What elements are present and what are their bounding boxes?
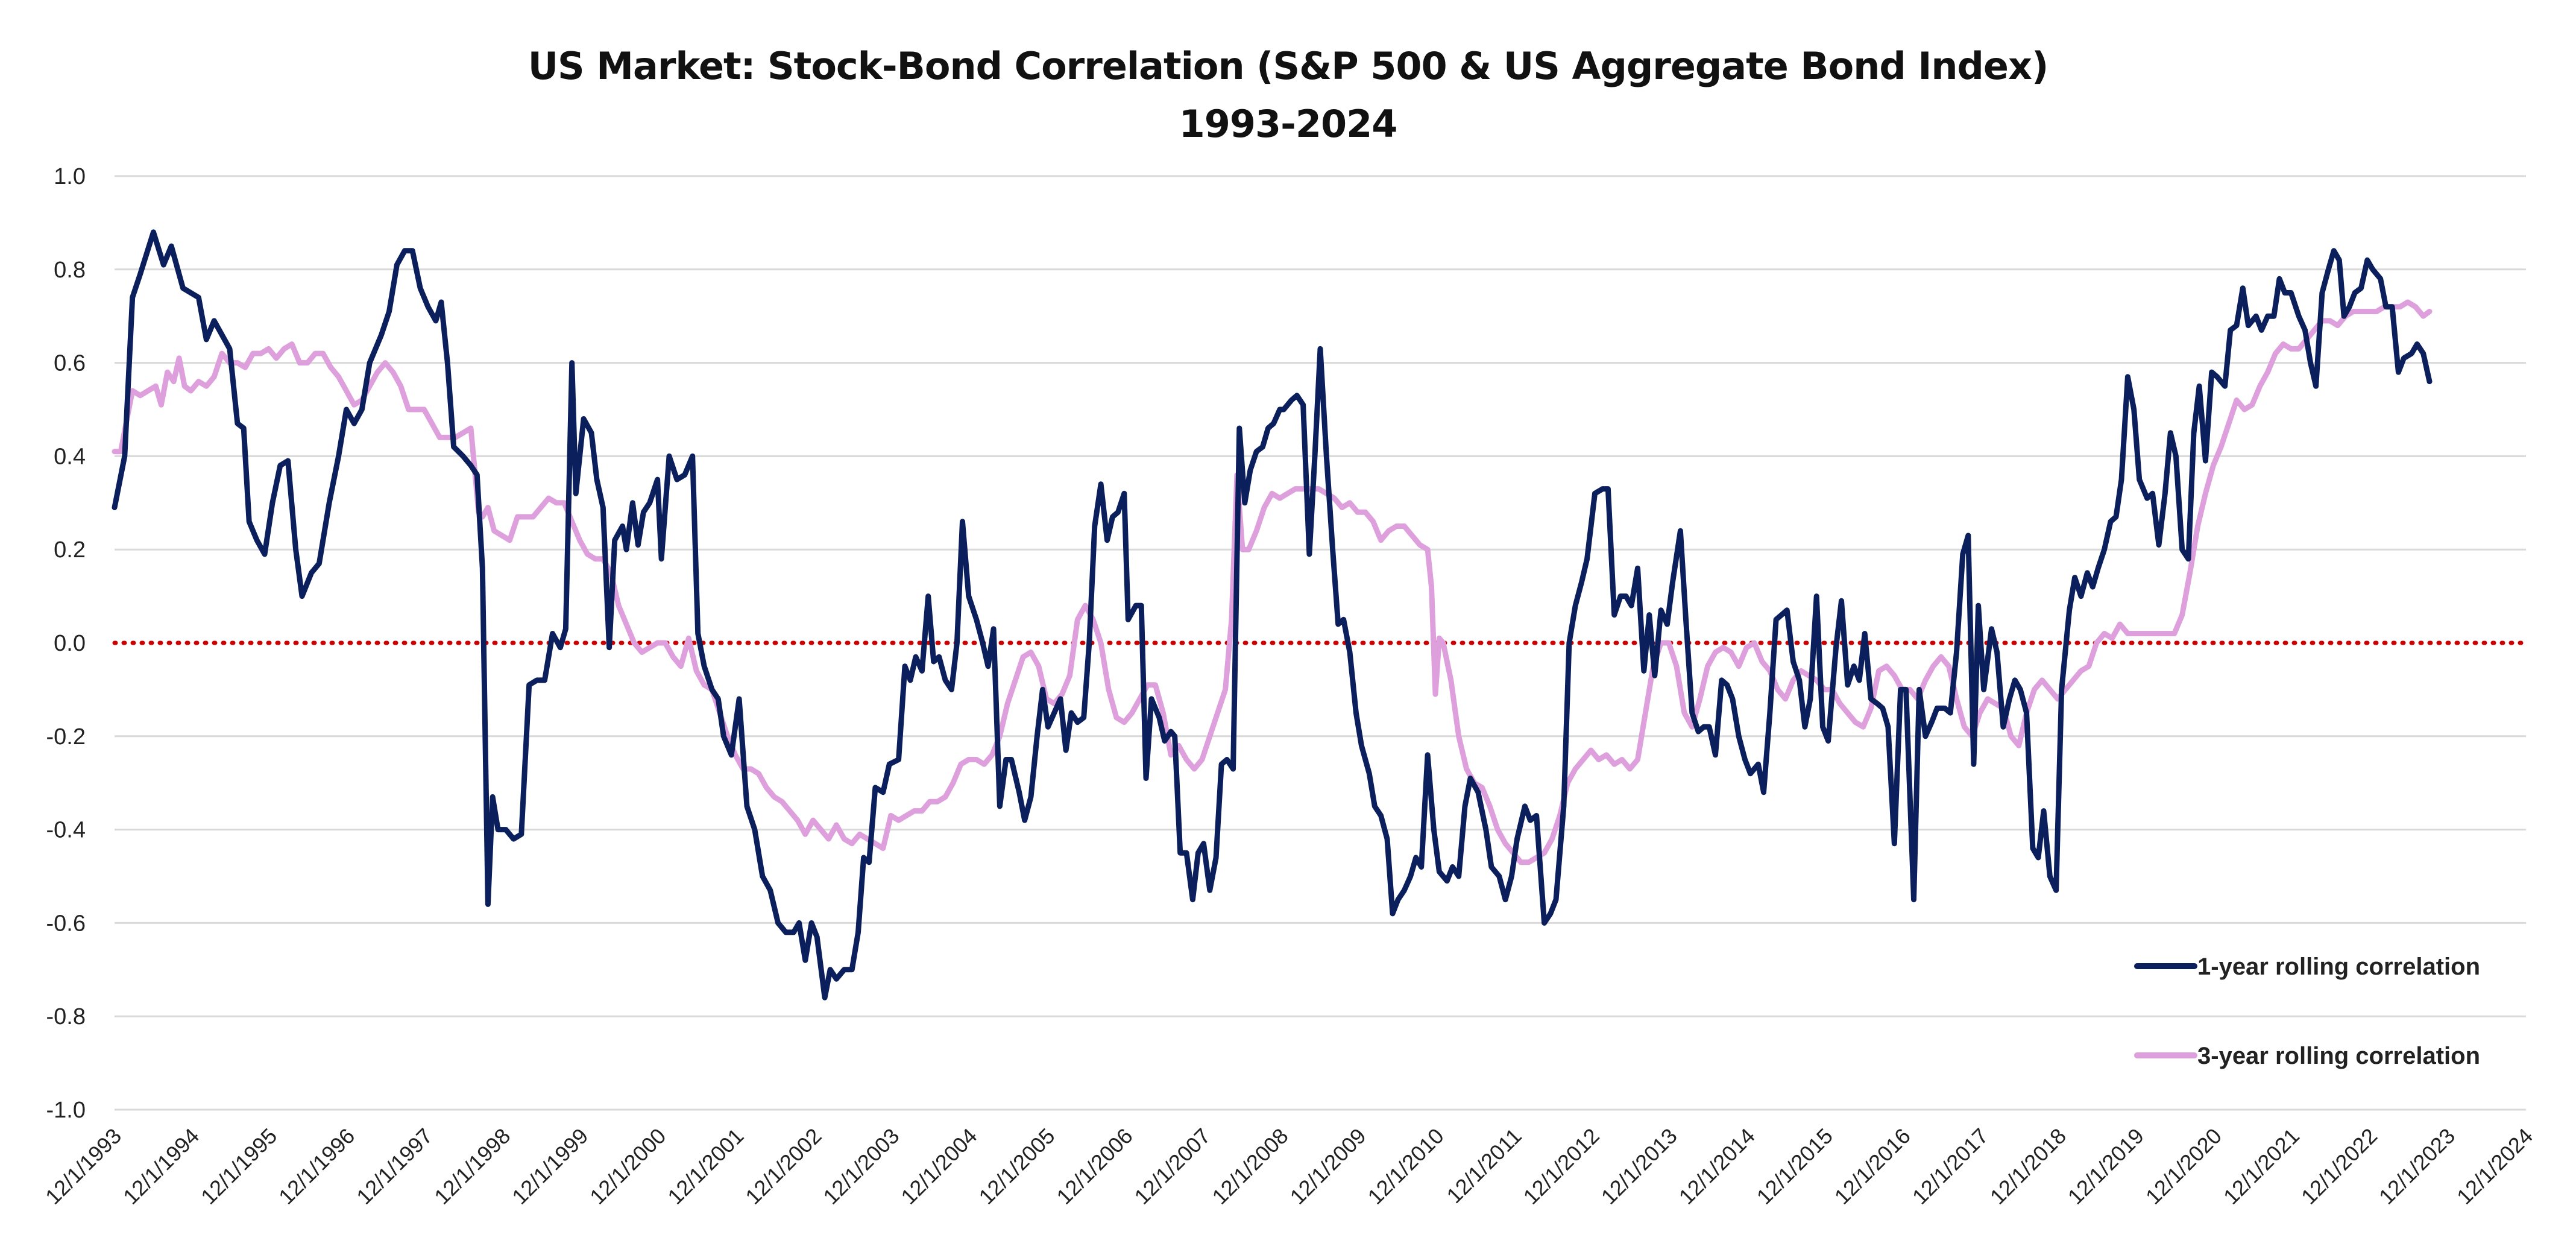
x-tick-label: 12/1/2013	[1596, 1124, 1682, 1209]
x-tick-label: 12/1/2007	[1129, 1124, 1215, 1209]
x-tick-label: 12/1/1993	[40, 1124, 126, 1209]
x-tick-label: 12/1/1997	[351, 1124, 437, 1209]
y-tick-label: -0.8	[46, 1004, 86, 1029]
x-tick-label: 12/1/2004	[896, 1124, 981, 1209]
legend-label: 1-year rolling correlation	[2197, 953, 2480, 980]
series-lines	[112, 229, 2433, 1001]
x-tick-label: 12/1/2023	[2374, 1124, 2460, 1209]
y-tick-label: -0.4	[46, 818, 86, 843]
x-tick-label: 12/1/2016	[1830, 1124, 1915, 1209]
y-tick-label: -0.2	[46, 724, 86, 750]
x-tick-label: 12/1/2006	[1051, 1124, 1137, 1209]
x-tick-label: 12/1/2019	[2063, 1124, 2149, 1209]
x-tick-label: 12/1/2020	[2141, 1124, 2226, 1209]
series-line-three-year	[112, 299, 2433, 865]
y-tick-label: 0.4	[54, 444, 86, 469]
y-tick-label: 0.2	[54, 537, 86, 563]
legend: 1-year rolling correlation 3-year rolling…	[2134, 953, 2480, 1069]
chart-title: US Market: Stock-Bond Correlation (S&P 5…	[527, 44, 2049, 88]
x-tick-label: 12/1/1996	[274, 1124, 359, 1209]
x-tick-label: 12/1/1994	[118, 1124, 204, 1209]
legend-label: 3-year rolling correlation	[2197, 1043, 2480, 1069]
x-tick-label: 12/1/2021	[2219, 1124, 2304, 1209]
y-tick-label: 0.0	[54, 631, 86, 656]
x-tick-label: 12/1/2014	[1674, 1124, 1760, 1209]
y-tick-label: -1.0	[46, 1098, 86, 1123]
x-tick-label: 12/1/2018	[1985, 1124, 2071, 1209]
x-tick-label: 12/1/2009	[1285, 1124, 1371, 1209]
x-tick-label: 12/1/1998	[429, 1124, 515, 1209]
x-tick-label: 12/1/2015	[1752, 1124, 1838, 1209]
chart-subtitle: 1993-2024	[1179, 102, 1398, 146]
x-tick-label: 12/1/2017	[1907, 1124, 1993, 1209]
y-tick-label: -0.6	[46, 911, 86, 936]
x-tick-label: 12/1/2000	[585, 1124, 670, 1209]
x-tick-label: 12/1/2003	[818, 1124, 904, 1209]
y-tick-label: 0.8	[54, 258, 86, 283]
chart-title-block: US Market: Stock-Bond Correlation (S&P 5…	[0, 37, 2576, 153]
x-tick-label: 12/1/2024	[2452, 1124, 2537, 1209]
x-tick-label: 12/1/2005	[974, 1124, 1059, 1209]
x-tick-label: 12/1/1995	[196, 1124, 282, 1209]
x-tick-label: 12/1/2011	[1441, 1124, 1526, 1208]
x-tick-label: 12/1/2002	[740, 1124, 826, 1209]
y-axis: 1.0 0.8 0.6 0.4 0.2 0.0 -0.2 -0.4 -0.6 -0.8 -1.0	[46, 164, 86, 1123]
x-tick-label: 12/1/2012	[1519, 1124, 1604, 1209]
x-tick-label: 12/1/1999	[507, 1124, 593, 1209]
x-tick-label: 12/1/2001	[663, 1124, 748, 1209]
x-tick-label: 12/1/2008	[1207, 1124, 1293, 1209]
y-tick-label: 1.0	[54, 164, 86, 189]
x-tick-label: 12/1/2010	[1363, 1124, 1449, 1209]
x-axis: 12/1/199312/1/199412/1/199512/1/199612/1…	[40, 1124, 2537, 1209]
y-tick-label: 0.6	[54, 351, 86, 376]
x-tick-label: 12/1/2022	[2296, 1124, 2382, 1209]
series-line-one-year	[112, 229, 2433, 1001]
